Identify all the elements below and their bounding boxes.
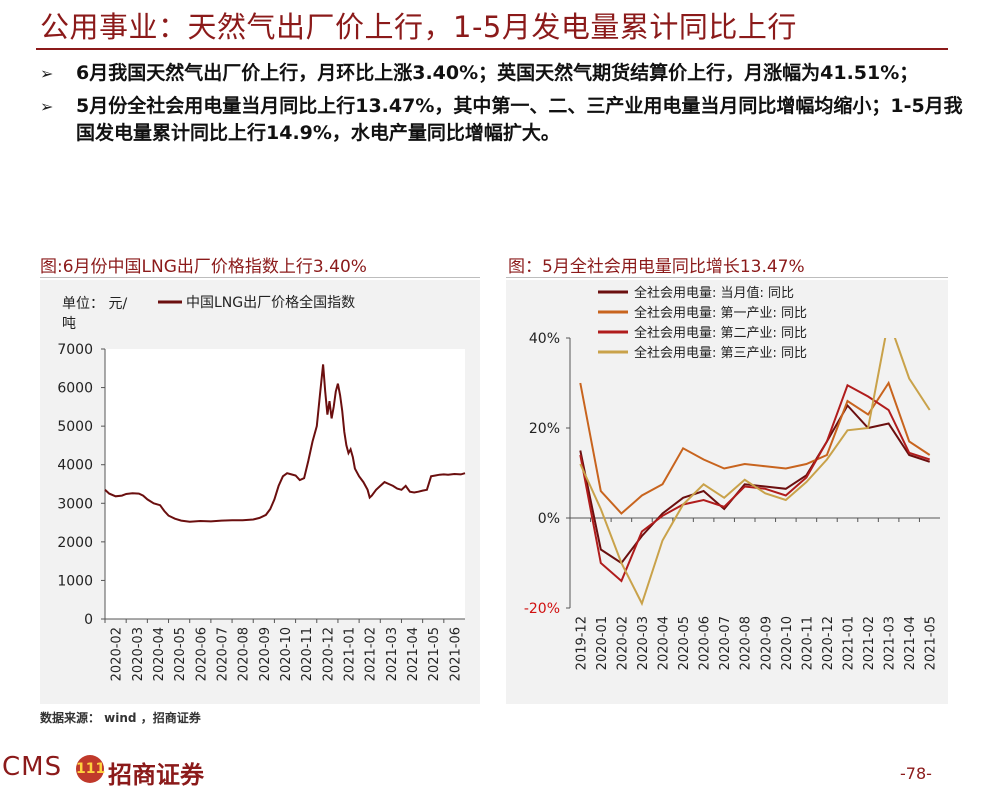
x-tick-label: 2021-01 [343, 627, 358, 681]
x-tick-label: 2021-06 [448, 627, 463, 681]
legend-label: 中国LNG出厂价格全国指数 [186, 294, 355, 311]
x-tick-label: 2020-03 [131, 627, 146, 681]
series-line-1 [579, 403, 931, 565]
series-group [579, 338, 931, 607]
bullet-item: ➢ 6月我国天然气出厂价上行，月环比上涨3.40%；英国天然气期货结算价上行，月… [40, 60, 970, 87]
legend-label: 全社会用电量: 当月值: 同比 [634, 285, 794, 301]
power-consumption-chart: -20% 0% 20% 40% 2019-12 2020-01 2020-02 2020-03… [524, 285, 940, 670]
arrow-bullet-icon: ➢ [40, 64, 54, 83]
legend-label: 全社会用电量: 第一产业: 同比 [634, 305, 807, 321]
x-tick-label: 2020-05 [173, 627, 188, 681]
y-tick-label: 2000 [57, 535, 93, 551]
x-tick-label: 2021-03 [385, 627, 400, 681]
x-tick-label: 2020-12 [321, 627, 336, 681]
y-tick-label: 0% [538, 511, 560, 527]
firm-name: 招商证券 [108, 760, 204, 789]
x-tick-label: 2020-02 [110, 627, 125, 681]
x-tick-label: 2021-03 [883, 616, 898, 670]
bullet-list: ➢ 6月我国天然气出厂价上行，月环比上涨3.40%；英国天然气期货结算价上行，月… [40, 60, 970, 153]
legend-label: 全社会用电量: 第二产业: 同比 [634, 325, 807, 341]
x-tick-label: 2020-03 [636, 616, 651, 670]
x-tick-label: 2021-05 [924, 616, 939, 670]
series-line-lng [104, 364, 466, 523]
lng-price-chart: 0 1000 2000 3000 4000 5000 6000 7000 2020-02 2020… [57, 294, 466, 681]
bullet-text: 5月份全社会用电量当月同比上行13.47%，其中第一、二、三产业用电量当月同比增… [76, 95, 963, 144]
x-tick-label: 2020-05 [677, 616, 692, 670]
power-chart-title: 图：5月全社会用电量同比增长13.47% [508, 257, 805, 277]
series-line-3 [579, 383, 931, 583]
unit-label: 单位： 元/ [62, 296, 127, 312]
title-divider [36, 48, 948, 50]
x-tick-label: 2020-09 [759, 616, 774, 670]
data-source: 数据来源： wind ，招商证券 [40, 711, 201, 725]
power-title-divider [506, 277, 948, 278]
x-tick-label: 2021-02 [862, 616, 877, 670]
x-tick-label: 2020-08 [739, 616, 754, 670]
x-tick-label: 2021-01 [842, 616, 857, 670]
y-tick-label: 5000 [57, 419, 93, 435]
page-number: -78- [900, 764, 932, 783]
x-tick-label: 2021-02 [364, 627, 379, 681]
y-tick-label: 6000 [57, 381, 93, 397]
x-tick-label: 2020-04 [152, 627, 167, 681]
x-tick-label: 2020-01 [595, 616, 610, 670]
y-tick-label: 3000 [57, 496, 93, 512]
x-tick-label: 2020-11 [800, 616, 815, 670]
y-tick-label: -20% [524, 601, 560, 617]
x-tick-label: 2019-12 [574, 616, 589, 670]
x-tick-label: 2020-10 [279, 627, 294, 681]
power-chart-panel [506, 280, 948, 704]
slide-title: 公用事业：天然气出厂价上行，1-5月发电量累计同比上行 [40, 10, 797, 44]
x-tick-label: 2020-10 [780, 616, 795, 670]
x-tick-label: 2020-08 [237, 627, 252, 681]
company-logo-icon: 111 [76, 755, 105, 783]
x-tick-label: 2020-04 [657, 616, 672, 670]
legend-label: 全社会用电量: 第三产业: 同比 [634, 345, 807, 361]
y-tick-label: 20% [529, 421, 560, 437]
bullet-item: ➢ 5月份全社会用电量当月同比上行13.47%，其中第一、二、三产业用电量当月同… [40, 93, 970, 147]
x-tick-label: 2020-06 [194, 627, 209, 681]
x-tick-label: 2021-05 [427, 627, 442, 681]
lng-title-divider [40, 277, 480, 278]
bullet-text: 6月我国天然气出厂价上行，月环比上涨3.40%；英国天然气期货结算价上行，月涨幅… [76, 62, 919, 84]
y-tick-label: 7000 [57, 342, 93, 358]
y-tick-label: 4000 [57, 458, 93, 474]
lng-chart-title: 图:6月份中国LNG出厂价格指数上行3.40% [40, 257, 367, 277]
y-tick-label: 40% [529, 331, 560, 347]
x-tick-label: 2020-02 [615, 616, 630, 670]
x-tick-label: 2021-04 [406, 627, 421, 681]
x-tick-label: 2020-07 [718, 616, 733, 670]
cms-logo-text: CMS [2, 752, 63, 782]
x-tick-label: 2020-11 [300, 627, 315, 681]
x-tick-label: 2020-12 [821, 616, 836, 670]
x-tick-label: 2020-06 [698, 616, 713, 670]
x-tick-label: 2021-04 [903, 616, 918, 670]
y-tick-label: 1000 [57, 573, 93, 589]
series-line-4 [579, 338, 931, 607]
unit-label: 吨 [62, 316, 76, 332]
x-tick-label: 2020-09 [258, 627, 273, 681]
arrow-bullet-icon: ➢ [40, 97, 54, 116]
x-tick-label: 2020-07 [215, 627, 230, 681]
y-tick-label: 0 [84, 612, 93, 628]
plot-area [105, 349, 465, 619]
